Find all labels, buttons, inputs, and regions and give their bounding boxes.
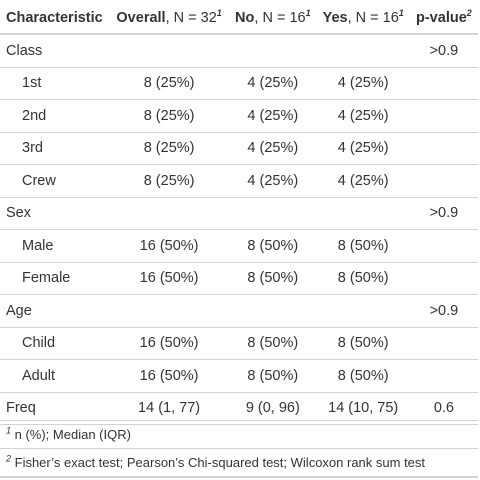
cell-yes: 8 (50%) xyxy=(316,359,410,393)
header-no-label: No xyxy=(235,10,255,26)
table-row: 2nd 8 (25%) 4 (25%) 4 (25%) xyxy=(0,99,478,133)
cell-no xyxy=(229,34,317,68)
cell-yes xyxy=(316,34,410,68)
cell-yes: 4 (25%) xyxy=(316,164,410,198)
cell-overall: 8 (25%) xyxy=(109,99,230,133)
row-label: Child xyxy=(0,327,110,360)
table-row: Crew 8 (25%) 4 (25%) 4 (25%) xyxy=(0,164,478,198)
footnote-text: n (%); Median (IQR) xyxy=(11,427,131,442)
row-label: Freq xyxy=(0,392,110,425)
cell-overall: 16 (50%) xyxy=(109,262,230,295)
row-label: Adult xyxy=(0,359,110,393)
cell-overall: 8 (25%) xyxy=(109,67,230,100)
row-label: 1st xyxy=(0,67,110,100)
cell-pvalue: 0.6 xyxy=(409,392,478,425)
row-label: 3rd xyxy=(0,132,110,165)
cell-no: 9 (0, 96) xyxy=(229,392,317,425)
cell-no xyxy=(229,197,317,230)
cell-no: 8 (50%) xyxy=(229,359,317,393)
cell-overall: 8 (25%) xyxy=(109,164,230,198)
row-label: Sex xyxy=(0,197,110,230)
header-no: No, N = 161 xyxy=(229,3,317,35)
cell-overall: 16 (50%) xyxy=(109,359,230,393)
cell-pvalue: >0.9 xyxy=(409,197,478,230)
cell-pvalue xyxy=(409,132,478,165)
header-pvalue-label: p-value xyxy=(416,10,467,26)
cell-no: 8 (50%) xyxy=(229,327,317,360)
cell-pvalue xyxy=(409,229,478,263)
header-row: Characteristic Overall, N = 321 No, N = … xyxy=(0,3,478,35)
cell-pvalue: >0.9 xyxy=(409,294,478,328)
cell-no: 8 (50%) xyxy=(229,262,317,295)
row-label: Female xyxy=(0,262,110,295)
cell-no: 4 (25%) xyxy=(229,99,317,133)
footnote-marker: 2 xyxy=(6,453,12,464)
row-label: Male xyxy=(0,229,110,263)
row-label: Crew xyxy=(0,164,110,198)
cell-overall xyxy=(109,34,230,68)
row-label: Class xyxy=(0,34,110,68)
cell-pvalue xyxy=(409,262,478,295)
cell-overall: 16 (50%) xyxy=(109,229,230,263)
header-yes-label: Yes xyxy=(322,10,348,26)
table-row: Child 16 (50%) 8 (50%) 8 (50%) xyxy=(0,327,478,360)
cell-overall: 16 (50%) xyxy=(109,327,230,360)
header-yes: Yes, N = 161 xyxy=(316,3,410,35)
cell-overall: 8 (25%) xyxy=(109,132,230,165)
table-row: Male 16 (50%) 8 (50%) 8 (50%) xyxy=(0,229,478,263)
cell-overall xyxy=(109,294,230,328)
footnote-marker: 1 xyxy=(398,8,404,19)
cell-yes: 8 (50%) xyxy=(316,262,410,295)
cell-yes: 8 (50%) xyxy=(316,327,410,360)
table-row: 1st 8 (25%) 4 (25%) 4 (25%) xyxy=(0,67,478,100)
cell-yes: 14 (10, 75) xyxy=(316,392,410,425)
footnote-marker: 2 xyxy=(466,8,472,19)
table-row: 3rd 8 (25%) 4 (25%) 4 (25%) xyxy=(0,132,478,165)
header-characteristic: Characteristic xyxy=(0,3,110,35)
cell-yes: 4 (25%) xyxy=(316,67,410,100)
table-row: Sex >0.9 xyxy=(0,197,478,230)
cell-pvalue: >0.9 xyxy=(409,34,478,68)
cell-yes: 4 (25%) xyxy=(316,99,410,133)
cell-pvalue xyxy=(409,99,478,133)
cell-overall: 14 (1, 77) xyxy=(109,392,230,425)
table-row: Freq 14 (1, 77) 9 (0, 96) 14 (10, 75) 0.6 xyxy=(0,392,478,425)
cell-pvalue xyxy=(409,164,478,198)
cell-no: 4 (25%) xyxy=(229,164,317,198)
header-characteristic-label: Characteristic xyxy=(6,10,103,26)
header-no-n: , N = 16 xyxy=(254,10,306,26)
cell-no: 4 (25%) xyxy=(229,132,317,165)
footnote-marker: 1 xyxy=(216,8,222,19)
cell-yes xyxy=(316,197,410,230)
cell-no: 4 (25%) xyxy=(229,67,317,100)
footnote-marker: 1 xyxy=(305,8,311,19)
cell-yes xyxy=(316,294,410,328)
row-label: Age xyxy=(0,294,110,328)
table-row: Adult 16 (50%) 8 (50%) 8 (50%) xyxy=(0,359,478,393)
footnote-1: 1 n (%); Median (IQR) xyxy=(0,421,478,449)
table-row: Age >0.9 xyxy=(0,294,478,328)
row-label: 2nd xyxy=(0,99,110,133)
header-pvalue: p-value2 xyxy=(409,3,478,35)
footnote-text: Fisher’s exact test; Pearson’s Chi-squar… xyxy=(11,455,426,470)
cell-overall xyxy=(109,197,230,230)
footnote-2: 2 Fisher’s exact test; Pearson’s Chi-squ… xyxy=(0,449,478,478)
header-overall: Overall, N = 321 xyxy=(109,3,230,35)
header-overall-n: , N = 32 xyxy=(165,10,217,26)
table-row: Class >0.9 xyxy=(0,34,478,68)
cell-pvalue xyxy=(409,359,478,393)
cell-yes: 4 (25%) xyxy=(316,132,410,165)
cell-no: 8 (50%) xyxy=(229,229,317,263)
cell-pvalue xyxy=(409,67,478,100)
header-overall-label: Overall xyxy=(116,10,166,26)
table-row: Female 16 (50%) 8 (50%) 8 (50%) xyxy=(0,262,478,295)
cell-yes: 8 (50%) xyxy=(316,229,410,263)
footnote-marker: 1 xyxy=(6,425,12,436)
footnotes: 1 n (%); Median (IQR) 2 Fisher’s exact t… xyxy=(0,420,478,478)
cell-no xyxy=(229,294,317,328)
summary-table: Characteristic Overall, N = 321 No, N = … xyxy=(0,3,478,425)
cell-pvalue xyxy=(409,327,478,360)
header-yes-n: , N = 16 xyxy=(347,10,399,26)
